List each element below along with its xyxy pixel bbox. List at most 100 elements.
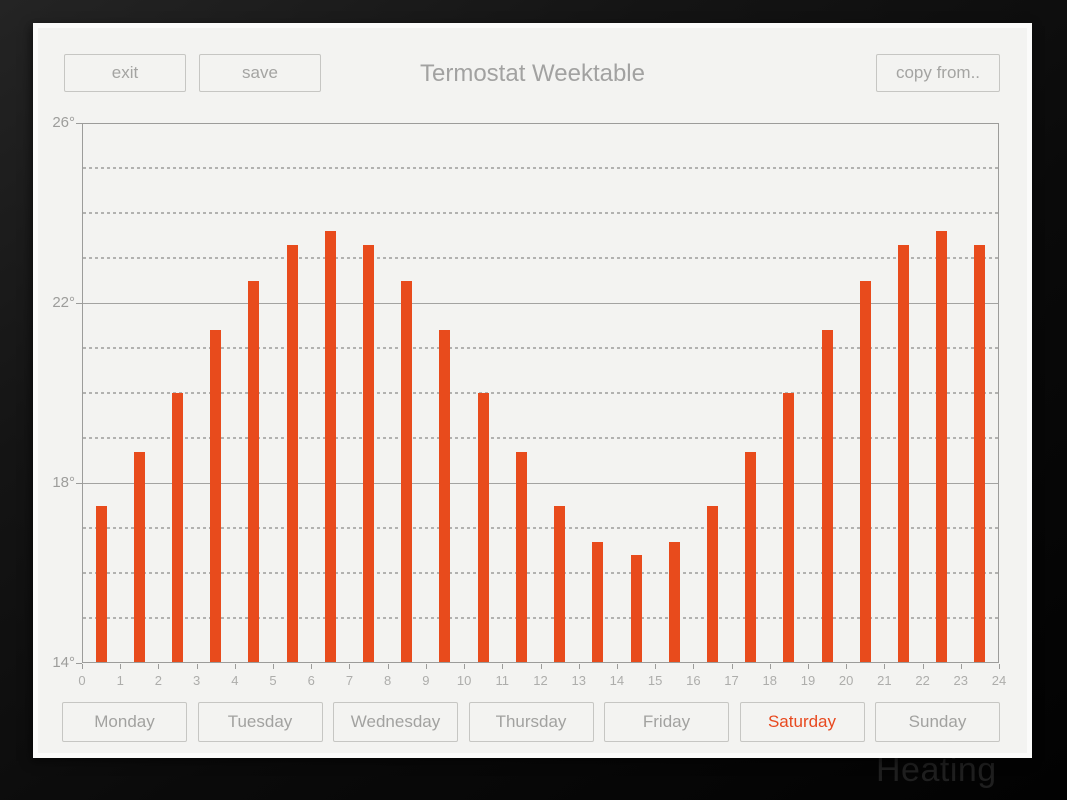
x-axis-label-20: 20	[838, 673, 854, 688]
save-button[interactable]: save	[199, 54, 321, 92]
temp-bar-hour-0[interactable]	[95, 505, 107, 662]
y-axis-label-22: 22°	[52, 294, 75, 311]
temp-bar-hour-8[interactable]	[401, 280, 413, 662]
y-axis-label-26: 26°	[52, 114, 75, 131]
temp-bar-hour-22[interactable]	[936, 231, 948, 662]
temp-bar-hour-13[interactable]	[592, 541, 604, 662]
gridline-dashed-24	[83, 212, 998, 214]
y-axis-label-18: 18°	[52, 474, 75, 491]
gridline-solid-18	[83, 483, 998, 484]
gridline-dashed-17	[83, 527, 998, 529]
x-axis-tick-24	[999, 664, 1000, 669]
gridline-dashed-21	[83, 347, 998, 349]
temp-bar-hour-12[interactable]	[554, 505, 566, 662]
day-button-monday[interactable]: Monday	[62, 702, 187, 742]
copy-from-button[interactable]: copy from..	[876, 54, 1000, 92]
temp-bar-hour-23[interactable]	[974, 244, 986, 662]
x-axis-tick-10	[464, 664, 466, 669]
x-axis-label-4: 4	[231, 673, 239, 688]
x-axis-label-14: 14	[609, 673, 625, 688]
temp-bar-hour-7[interactable]	[363, 244, 375, 662]
temp-bar-hour-20[interactable]	[859, 280, 871, 662]
temp-bar-hour-5[interactable]	[286, 244, 298, 662]
x-axis-tick-5	[273, 664, 275, 669]
temp-bar-hour-4[interactable]	[248, 280, 260, 662]
x-axis-tick-23	[960, 664, 962, 669]
temp-bar-hour-21[interactable]	[897, 244, 909, 662]
gridline-dashed-19	[83, 437, 998, 439]
x-axis-label-17: 17	[724, 673, 739, 688]
temp-bar-hour-19[interactable]	[821, 330, 833, 662]
temp-bar-hour-16[interactable]	[706, 505, 718, 662]
temp-bar-hour-2[interactable]	[172, 393, 184, 662]
temp-bar-hour-11[interactable]	[515, 451, 527, 662]
x-axis-tick-3	[196, 664, 198, 669]
x-axis-label-18: 18	[762, 673, 777, 688]
x-axis-label-23: 23	[953, 673, 969, 688]
x-axis-label-1: 1	[116, 673, 124, 688]
x-axis-label-10: 10	[456, 673, 472, 688]
gridline-dashed-20	[83, 392, 998, 394]
x-axis-label-15: 15	[647, 673, 663, 688]
gridline-dashed-23	[83, 257, 998, 259]
temp-bar-hour-9[interactable]	[439, 330, 451, 662]
y-axis-tick-26	[76, 123, 82, 124]
chart-plot-border	[82, 123, 999, 663]
x-axis-tick-9	[425, 664, 427, 669]
temp-bar-hour-3[interactable]	[210, 330, 222, 662]
temp-bar-hour-17[interactable]	[745, 451, 757, 662]
y-axis-label-14: 14°	[52, 654, 75, 671]
temp-bar-hour-15[interactable]	[668, 541, 680, 662]
x-axis-tick-19	[807, 664, 809, 669]
day-button-sunday[interactable]: Sunday	[875, 702, 1000, 742]
temp-bar-hour-18[interactable]	[783, 393, 795, 662]
x-axis-label-7: 7	[345, 673, 354, 688]
x-axis-label-12: 12	[533, 673, 548, 688]
x-axis-tick-4	[234, 664, 236, 669]
thermostat-weektable-panel: exit save Termostat Weektable copy from.…	[33, 23, 1032, 758]
x-axis-tick-16	[693, 664, 695, 669]
gridline-solid-22	[83, 303, 998, 304]
x-axis-label-9: 9	[422, 673, 430, 688]
y-axis-tick-18	[76, 483, 82, 484]
x-axis-label-8: 8	[384, 673, 392, 688]
x-axis-tick-1	[120, 664, 122, 669]
x-axis-tick-7	[349, 664, 351, 669]
x-axis-tick-17	[731, 664, 733, 669]
x-axis-tick-14	[616, 664, 618, 669]
x-axis-label-11: 11	[495, 673, 510, 688]
x-axis-tick-12	[540, 664, 542, 669]
gridline-dashed-25	[83, 167, 998, 169]
x-axis-tick-21	[884, 664, 886, 669]
day-button-thursday[interactable]: Thursday	[468, 702, 594, 742]
x-axis-tick-0	[82, 664, 83, 669]
page-title: Termostat Weektable	[420, 60, 645, 87]
day-selector-row: Monday Tuesday Wednesday Thursday Friday Satu…	[62, 702, 1000, 742]
temp-bar-hour-1[interactable]	[133, 451, 145, 662]
x-axis-tick-20	[846, 664, 848, 669]
day-button-tuesday[interactable]: Tuesday	[197, 702, 323, 742]
temp-bar-hour-10[interactable]	[477, 393, 489, 662]
exit-button[interactable]: exit	[64, 54, 186, 92]
x-axis-label-13: 13	[571, 673, 586, 688]
x-axis-tick-11	[502, 664, 504, 669]
day-button-saturday[interactable]: Saturday	[739, 702, 865, 742]
x-axis-tick-15	[655, 664, 657, 669]
y-axis-tick-22	[76, 303, 82, 304]
x-axis-label-5: 5	[269, 673, 277, 688]
day-button-wednesday[interactable]: Wednesday	[333, 702, 458, 742]
x-axis-label-22: 22	[915, 673, 930, 688]
x-axis-tick-13	[578, 664, 580, 669]
gridline-dashed-15	[83, 617, 998, 619]
y-axis-tick-14	[76, 663, 82, 664]
x-axis-label-16: 16	[686, 673, 701, 688]
day-button-friday[interactable]: Friday	[604, 702, 729, 742]
x-axis-label-21: 21	[877, 673, 892, 688]
x-axis-label-19: 19	[800, 673, 816, 688]
x-axis-tick-8	[387, 664, 389, 669]
temp-bar-hour-6[interactable]	[324, 231, 336, 662]
x-axis-tick-2	[158, 664, 160, 669]
x-axis-label-0: 0	[78, 673, 86, 688]
temp-bar-hour-14[interactable]	[630, 555, 642, 662]
